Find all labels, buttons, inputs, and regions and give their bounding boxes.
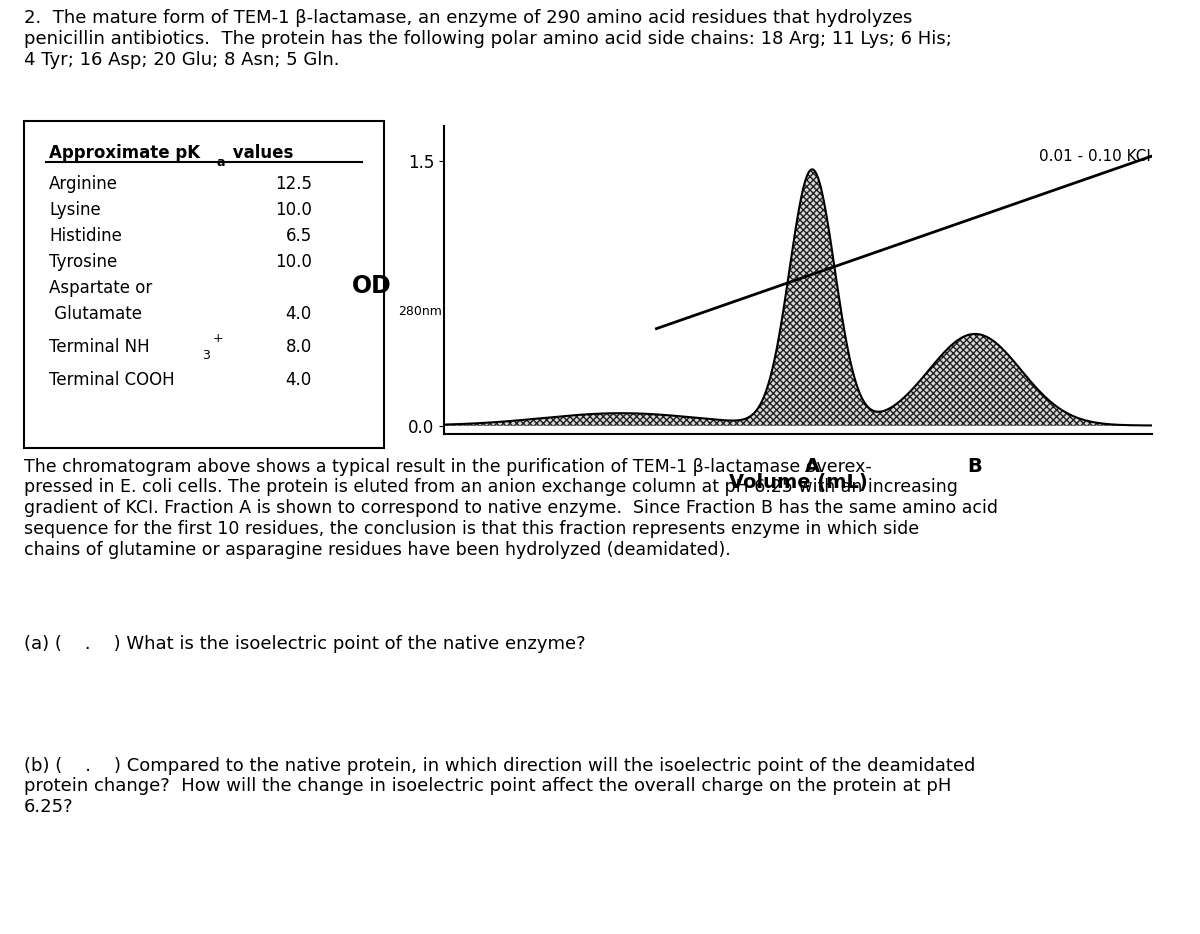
Text: 2.  The mature form of TEM-1 β-lactamase, an enzyme of 290 amino acid residues t: 2. The mature form of TEM-1 β-lactamase,… [24, 9, 952, 69]
Text: Glutamate: Glutamate [49, 305, 142, 323]
Text: 0.01 - 0.10 KCI: 0.01 - 0.10 KCI [1039, 149, 1151, 164]
Text: Tyrosine: Tyrosine [49, 253, 118, 271]
Text: 12.5: 12.5 [275, 175, 312, 192]
Text: 4.0: 4.0 [286, 305, 312, 323]
X-axis label: Volume (mL): Volume (mL) [728, 474, 868, 492]
Text: 6.5: 6.5 [286, 227, 312, 245]
Text: The chromatogram above shows a typical result in the purification of TEM-1 β-lac: The chromatogram above shows a typical r… [24, 458, 998, 559]
Text: 10.0: 10.0 [275, 253, 312, 271]
Text: Terminal COOH: Terminal COOH [49, 371, 175, 389]
Text: B: B [967, 458, 983, 476]
Text: Lysine: Lysine [49, 201, 101, 219]
Text: 280nm: 280nm [398, 304, 442, 318]
Text: 8.0: 8.0 [286, 338, 312, 356]
Text: Histidine: Histidine [49, 227, 122, 245]
Text: Approximate pK: Approximate pK [49, 144, 200, 163]
Text: Arginine: Arginine [49, 175, 118, 192]
Text: A: A [804, 458, 820, 476]
Text: (a) (    .    ) What is the isoelectric point of the native enzyme?: (a) ( . ) What is the isoelectric point … [24, 635, 586, 653]
Text: Aspartate or: Aspartate or [49, 279, 152, 297]
Text: a: a [217, 156, 226, 169]
Text: Terminal NH: Terminal NH [49, 338, 150, 356]
Text: OD: OD [352, 275, 391, 298]
Text: 10.0: 10.0 [275, 201, 312, 219]
Text: values: values [228, 144, 294, 163]
Text: +: + [214, 333, 223, 346]
Text: 4.0: 4.0 [286, 371, 312, 389]
Text: 3: 3 [202, 348, 210, 361]
Text: (b) (    .    ) Compared to the native protein, in which direction will the isoe: (b) ( . ) Compared to the native protein… [24, 757, 976, 816]
